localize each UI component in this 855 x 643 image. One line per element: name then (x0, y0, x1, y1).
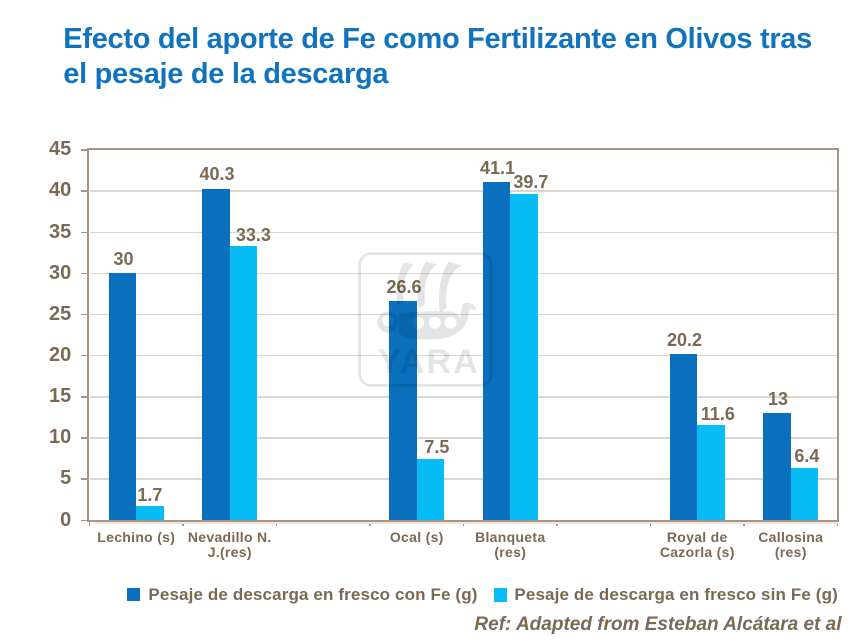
svg-text:YARA: YARA (377, 343, 479, 381)
